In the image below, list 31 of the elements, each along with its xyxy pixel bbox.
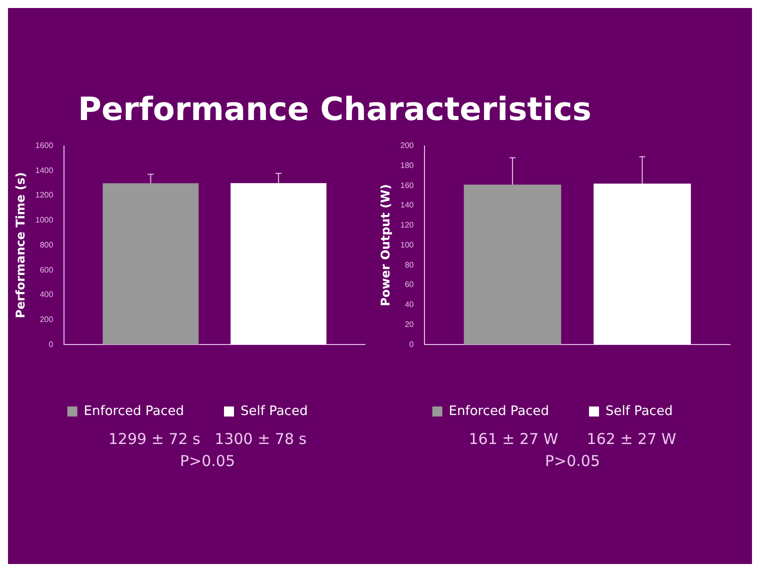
y-tick-label: 0 xyxy=(409,340,414,349)
y-tick-label: 400 xyxy=(40,290,54,300)
y-tick-label: 1000 xyxy=(35,216,54,225)
y-tick-label: 1400 xyxy=(35,166,54,175)
y-tick-label: 0 xyxy=(48,340,54,349)
legend-label: Enforced Paced xyxy=(84,404,184,419)
text: P>0.05 xyxy=(544,451,601,472)
text: 161 ± 27 W 162 ± 27 W xyxy=(468,429,678,450)
y-tick-label: 120 xyxy=(400,220,414,230)
y-tick-label: 1600 xyxy=(35,141,54,150)
legend-label: Self Paced xyxy=(606,404,673,419)
y-tick-label: 20 xyxy=(404,320,414,329)
y-tick-label: 600 xyxy=(40,265,54,274)
y-tick-label: 200 xyxy=(400,141,414,150)
y-axis-title: Power Output (W) xyxy=(378,184,392,306)
y-tick-label: 40 xyxy=(404,300,414,310)
y-tick-label: 180 xyxy=(400,160,414,170)
text: P>0.05 xyxy=(178,451,236,472)
y-tick-label: 80 xyxy=(404,260,414,270)
legend-label: Enforced Paced xyxy=(448,404,550,419)
y-tick-label: 60 xyxy=(404,280,414,290)
chart-title: Performance Characteristics xyxy=(78,90,592,128)
y-tick-label: 100 xyxy=(400,240,414,250)
y-axis-title: Performance Time (s) xyxy=(13,172,28,318)
y-tick-label: 800 xyxy=(40,240,54,250)
y-tick-label: 140 xyxy=(400,200,414,210)
y-tick-label: 200 xyxy=(40,314,54,324)
y-tick-label: 160 xyxy=(400,180,414,190)
y-tick-label: 1200 xyxy=(35,190,54,200)
text: 1299 ± 72 s 1300 ± 78 s xyxy=(107,429,308,450)
legend-label: Self Paced xyxy=(240,404,308,419)
